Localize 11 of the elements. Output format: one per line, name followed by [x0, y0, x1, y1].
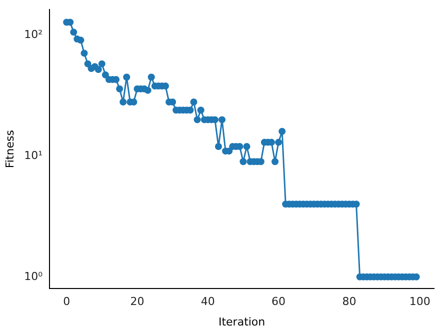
x-tick-label: 0	[63, 295, 70, 308]
x-tick-label: 40	[200, 295, 215, 308]
y-tick-label: 10¹	[24, 148, 43, 162]
x-tick-label: 100	[409, 295, 430, 308]
y-tick-label: 10⁰	[24, 270, 44, 283]
x-tick-label: 20	[130, 295, 144, 308]
x-tick-label: 60	[272, 295, 286, 308]
y-axis-title: Fitness	[3, 130, 16, 168]
y-tick-label: 10²	[24, 28, 43, 42]
x-axis-title: Iteration	[218, 315, 266, 328]
x-tick-label: 80	[342, 295, 356, 308]
